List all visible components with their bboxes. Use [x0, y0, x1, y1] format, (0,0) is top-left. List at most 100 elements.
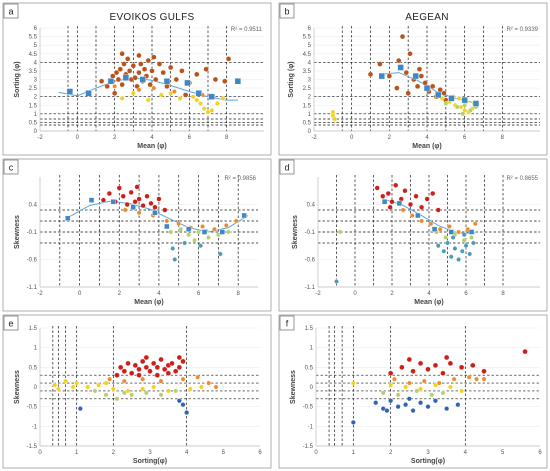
panel-b-series3-point-7: [472, 100, 480, 107]
panel-b-series0-point-2: [386, 73, 393, 79]
panel-e-series0-point-4: [128, 370, 135, 376]
panel-e-xlabel: Sorting(φ): [133, 458, 167, 465]
panel-d-series2-point-2: [443, 235, 449, 240]
panel-e-xtick-6: 6: [258, 450, 262, 456]
panel-f-series0-point-11: [406, 356, 413, 363]
panel-a-r2: R² = 0.9511: [231, 27, 263, 33]
panel-f-series4-point-5: [403, 402, 409, 408]
panel-d-series2-point-4: [461, 237, 467, 243]
panel-d-series0-point-7: [407, 201, 414, 208]
panel-a-series0-point-0: [104, 83, 110, 90]
panel-a-series0-point-26: [167, 64, 174, 71]
panel-f-series4-point-12: [384, 408, 390, 414]
panel-a-series3-point-9: [234, 78, 242, 85]
panel-f-series2-point-0: [388, 382, 394, 388]
panel-d-series0-point-10: [424, 196, 430, 202]
panel-e-frame: [2, 314, 272, 469]
panel-c-series0-point-15: [134, 184, 140, 190]
panel-e-series3-point-2: [114, 396, 120, 402]
panel-e-series2-point-7: [125, 388, 131, 394]
panel-c-series1-point-1: [136, 210, 142, 216]
panel-f-series0-point-12: [443, 354, 450, 361]
panel-f-ytick-4: 0.5: [305, 365, 314, 371]
panel-e-series0-point-19: [136, 372, 142, 378]
panel-b-title: AEGEAN: [405, 12, 448, 23]
panel-c-series0-point-4: [124, 201, 130, 208]
panel-f-series0-point-9: [470, 362, 476, 369]
panel-e-series0-point-18: [180, 358, 186, 365]
panel-c-xlabel: Mean (φ): [134, 299, 164, 306]
panel-a-series1-point-10: [214, 101, 220, 106]
panel-e-series1-point-7: [213, 384, 219, 390]
panel-c-ytick-2: -0.1: [27, 230, 38, 236]
panel-a-series2-point-0: [112, 83, 118, 89]
panel-c-xtick-4: 6: [197, 291, 201, 297]
panel-f-ytick-2: -0.5: [303, 405, 314, 411]
panel-c-series3-point-4: [198, 243, 203, 249]
panel-b-ytick-4: 2: [308, 95, 312, 101]
panel-f-xtick-1: 1: [352, 450, 356, 456]
panel-e-series2-point-4: [85, 384, 91, 390]
panel-a-series1-point-9: [209, 108, 215, 113]
panel-b-xtick-1: 0: [350, 135, 354, 141]
panel-e-series2-point-13: [63, 378, 69, 384]
panel-c-series0-point-9: [144, 193, 150, 199]
panel-c-tag: c: [9, 163, 14, 173]
panel-e-tag-box: [3, 315, 19, 331]
panel-b-series2-point-0: [443, 101, 449, 106]
panel-e-series3-point-1: [103, 392, 109, 398]
panel-a-series2-point-2: [151, 85, 157, 91]
panel-c-series3-point-0: [170, 246, 176, 251]
panel-b-series0-point-6: [407, 51, 413, 57]
panel-c-ytick-1: -0.6: [27, 258, 38, 264]
panel-b-series1-point-2: [332, 116, 338, 122]
panel-d-series3-point-8: [463, 243, 469, 249]
panel-a-series0-point-4: [117, 66, 123, 72]
panel-c-series4-point-3: [130, 204, 136, 210]
panel-d-series1-point-6: [456, 229, 461, 235]
panel-f-series3-point-3: [429, 392, 435, 398]
panel-c-series0-point-7: [136, 196, 142, 202]
panel-c-ylabel: Skewness: [14, 215, 21, 249]
panel-c-series1-point-4: [176, 221, 182, 227]
panel-d-series4-point-2: [415, 212, 421, 219]
panel-e-series2-point-8: [140, 386, 146, 392]
panel-c-xtick-3: 4: [157, 291, 161, 297]
panel-f-tag-box: [279, 315, 295, 331]
panel-e-xtick-3: 3: [148, 450, 152, 456]
panel-a-ytick-5: 2.5: [29, 86, 38, 92]
panel-a-title: EVOIKOS GULFS: [109, 12, 194, 23]
panel-c-series0-point-0: [106, 190, 112, 197]
panel-d-series2-point-5: [469, 235, 474, 240]
panel-f-series1-point-6: [474, 376, 479, 382]
panel-d-series3-point-4: [448, 254, 454, 260]
panel-f-series4-point-1: [373, 400, 379, 406]
panel-d-series3-point-6: [456, 257, 461, 262]
panel-e-series1-point-4: [180, 376, 186, 382]
panel-d-series1-point-4: [437, 226, 443, 232]
panel-b-ylabel: Sorting (φ): [288, 61, 295, 97]
panel-c-series1-point-0: [122, 207, 128, 213]
panel-f-series1-point-3: [436, 380, 442, 386]
panel-e-ytick-4: 0.5: [29, 365, 38, 371]
panel-c-series0-point-6: [132, 199, 138, 205]
panel-d-series3-point-3: [445, 240, 450, 246]
panel-b-ytick-3: 1.5: [303, 103, 312, 109]
panel-c-series4-point-1: [88, 197, 95, 203]
panel-a-ytick-1: 0.5: [29, 120, 38, 126]
panel-d-series0-point-6: [402, 188, 408, 194]
panel-c-xtick-1: 0: [78, 291, 82, 297]
panel-f-series2-point-6: [350, 380, 356, 386]
panel-d-ytick-2: -0.1: [305, 230, 316, 236]
panel-f-series4-point-11: [455, 402, 461, 408]
panel-f-series3-point-1: [395, 392, 401, 398]
panel-a-ytick-6: 3: [34, 78, 38, 84]
panel-d-series0-point-0: [374, 185, 380, 191]
panel-a-series1-point-6: [198, 101, 203, 106]
panel-b-series2-point-1: [454, 104, 460, 110]
panel-c-series1-point-9: [233, 218, 239, 224]
panel-d-xtick-2: 2: [390, 291, 394, 297]
panel-e-series3-point-5: [158, 392, 164, 398]
panel-e-series0-point-12: [158, 356, 164, 363]
panel-e-series3-point-3: [129, 392, 135, 398]
